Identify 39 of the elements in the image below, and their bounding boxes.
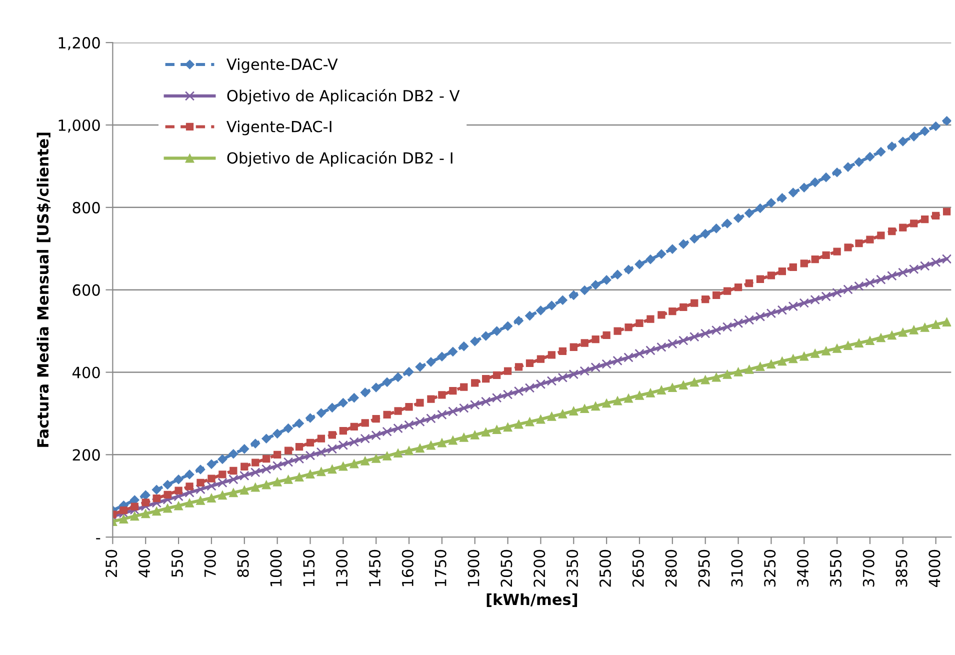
x-tick-label: 1450: [368, 550, 381, 586]
legend-label: Vigente-DAC-V: [226, 58, 338, 73]
x-tick-label: 2500: [599, 550, 611, 587]
x-axis-title: [kWh/mes]: [486, 593, 578, 607]
y-tick-label: 600: [72, 284, 100, 296]
y-tick-label: 400: [72, 366, 100, 378]
x-tick-label: 3700: [862, 550, 874, 587]
y-tick-label: -: [96, 538, 100, 540]
x-tick-label: 1750: [434, 550, 446, 586]
x-tick-label: 3250: [764, 550, 776, 587]
legend-label: Objetivo de Aplicación DB2 - V: [227, 89, 460, 104]
y-tick-label: 200: [72, 449, 100, 461]
x-tick-label: 250: [106, 550, 118, 577]
x-tick-label: 400: [138, 550, 150, 578]
x-tick-label: 2800: [665, 550, 677, 587]
x-tick-label: 1900: [468, 550, 480, 586]
x-tick-label: 3550: [830, 550, 842, 587]
x-tick-label: 1600: [402, 550, 414, 586]
x-tick-label: 1150: [303, 550, 315, 586]
x-tick-label: 2350: [566, 550, 578, 587]
x-tick-label: 2050: [500, 550, 512, 587]
x-tick-label: 700: [204, 550, 216, 577]
x-tick-label: 550: [171, 550, 183, 577]
x-tick-label: 3850: [896, 550, 908, 587]
y-tick-label: 800: [72, 202, 100, 214]
legend-label: Vigente-DAC-I: [226, 120, 332, 136]
legend-label: Objetivo de Aplicación DB2 - I: [227, 151, 452, 167]
x-tick-label: 3400: [796, 550, 809, 587]
x-tick-label: 2200: [534, 550, 546, 587]
y-axis-title: Factura Media Mensual [US$/cliente]: [36, 132, 51, 447]
x-tick-label: 1000: [270, 550, 282, 586]
x-tick-label: 4000: [928, 550, 940, 588]
x-tick-label: 3100: [731, 550, 743, 587]
x-tick-label: 2950: [698, 550, 710, 587]
x-tick-label: 2650: [632, 550, 644, 587]
x-tick-label: 1300: [336, 550, 348, 586]
y-tick-label: 1,200: [58, 37, 100, 50]
y-tick-label: 1,000: [58, 119, 100, 133]
x-tick-label: 850: [237, 550, 249, 578]
